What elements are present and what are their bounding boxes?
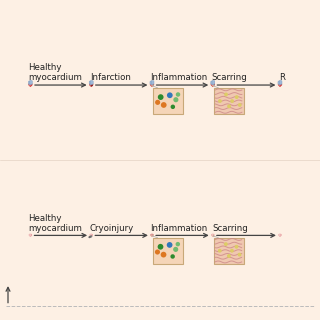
FancyBboxPatch shape bbox=[150, 81, 153, 84]
Text: Healthy
myocardium: Healthy myocardium bbox=[28, 213, 83, 233]
Ellipse shape bbox=[152, 85, 153, 86]
Circle shape bbox=[173, 247, 178, 252]
FancyBboxPatch shape bbox=[90, 81, 93, 84]
Circle shape bbox=[161, 252, 166, 258]
Text: R: R bbox=[280, 73, 285, 82]
Polygon shape bbox=[29, 235, 31, 236]
Text: Scarring: Scarring bbox=[212, 224, 248, 233]
Circle shape bbox=[224, 92, 228, 96]
Circle shape bbox=[176, 242, 180, 246]
Ellipse shape bbox=[279, 84, 280, 85]
Ellipse shape bbox=[151, 235, 152, 236]
Text: Cryoinjury: Cryoinjury bbox=[90, 224, 134, 233]
Circle shape bbox=[158, 244, 164, 250]
FancyBboxPatch shape bbox=[28, 81, 31, 84]
Circle shape bbox=[176, 92, 180, 97]
Circle shape bbox=[171, 105, 175, 109]
Ellipse shape bbox=[151, 84, 152, 85]
Circle shape bbox=[171, 254, 175, 259]
Polygon shape bbox=[150, 84, 154, 86]
Text: Scarring: Scarring bbox=[212, 73, 247, 82]
Circle shape bbox=[218, 99, 222, 103]
Ellipse shape bbox=[90, 84, 91, 85]
Ellipse shape bbox=[91, 85, 92, 86]
Polygon shape bbox=[151, 235, 153, 236]
Polygon shape bbox=[279, 235, 281, 236]
Text: Inflammation: Inflammation bbox=[151, 224, 208, 233]
Text: Inflammation: Inflammation bbox=[150, 73, 208, 82]
Circle shape bbox=[235, 95, 239, 99]
Circle shape bbox=[224, 242, 228, 246]
Ellipse shape bbox=[279, 235, 280, 236]
Circle shape bbox=[227, 254, 231, 258]
FancyBboxPatch shape bbox=[29, 81, 32, 84]
Ellipse shape bbox=[212, 235, 213, 236]
Circle shape bbox=[167, 242, 172, 248]
Polygon shape bbox=[212, 235, 214, 236]
FancyBboxPatch shape bbox=[151, 81, 154, 84]
Circle shape bbox=[161, 102, 167, 108]
Circle shape bbox=[230, 99, 234, 103]
Text: Healthy
myocardium: Healthy myocardium bbox=[28, 63, 82, 82]
Circle shape bbox=[155, 100, 160, 105]
Circle shape bbox=[235, 245, 238, 249]
Ellipse shape bbox=[213, 85, 214, 86]
Circle shape bbox=[238, 253, 242, 257]
Polygon shape bbox=[90, 235, 92, 236]
Circle shape bbox=[230, 249, 234, 252]
Polygon shape bbox=[29, 84, 32, 86]
Circle shape bbox=[218, 249, 222, 252]
FancyBboxPatch shape bbox=[153, 88, 183, 114]
FancyBboxPatch shape bbox=[89, 81, 92, 84]
Polygon shape bbox=[90, 84, 93, 86]
Circle shape bbox=[155, 250, 160, 255]
FancyBboxPatch shape bbox=[211, 81, 213, 84]
FancyBboxPatch shape bbox=[279, 81, 282, 84]
FancyBboxPatch shape bbox=[214, 88, 244, 114]
Polygon shape bbox=[211, 84, 214, 86]
FancyBboxPatch shape bbox=[214, 237, 244, 264]
Polygon shape bbox=[278, 84, 282, 86]
Circle shape bbox=[158, 94, 164, 100]
FancyBboxPatch shape bbox=[153, 237, 183, 264]
Circle shape bbox=[238, 103, 242, 107]
Circle shape bbox=[173, 97, 179, 102]
Circle shape bbox=[167, 92, 173, 98]
Ellipse shape bbox=[212, 84, 213, 85]
Ellipse shape bbox=[29, 84, 30, 85]
Text: Infarction: Infarction bbox=[90, 73, 131, 82]
FancyBboxPatch shape bbox=[278, 81, 281, 84]
FancyBboxPatch shape bbox=[212, 81, 215, 84]
Circle shape bbox=[227, 104, 231, 108]
